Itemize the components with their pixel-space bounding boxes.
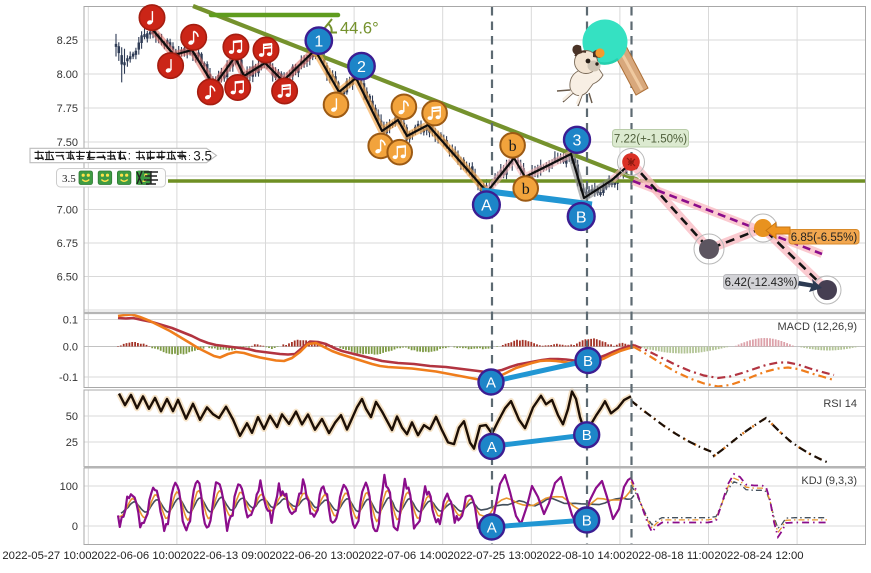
svg-text:7.22(+-1.50%): 7.22(+-1.50%): [614, 134, 687, 146]
svg-text:B: B: [582, 512, 592, 529]
svg-text:6.42(-12.43%): 6.42(-12.43%): [725, 277, 798, 289]
svg-text::: :: [128, 151, 131, 163]
svg-text:b: b: [522, 181, 530, 198]
svg-text:6.85(-6.55%): 6.85(-6.55%): [791, 232, 858, 244]
svg-text:0.1: 0.1: [63, 315, 78, 327]
svg-text:7.50: 7.50: [57, 137, 78, 149]
svg-text:44.6°: 44.6°: [340, 20, 379, 38]
svg-text:2022-07-25 13:00: 2022-07-25 13:00: [447, 550, 536, 562]
svg-text:2022-08-10 14:00: 2022-08-10 14:00: [536, 550, 625, 562]
svg-text:8.25: 8.25: [57, 35, 78, 47]
svg-text:8.00: 8.00: [57, 69, 78, 81]
svg-text:2022-06-06 10:00: 2022-06-06 10:00: [91, 550, 180, 562]
svg-text:0: 0: [72, 521, 78, 533]
svg-text:B: B: [583, 353, 593, 370]
svg-text:A: A: [481, 198, 492, 215]
svg-text:2022-06-20 13:00: 2022-06-20 13:00: [269, 550, 358, 562]
svg-text:2022-08-24 12:00: 2022-08-24 12:00: [714, 550, 803, 562]
svg-text:100: 100: [60, 481, 78, 493]
svg-text:2022-06-13 09:00: 2022-06-13 09:00: [180, 550, 269, 562]
svg-text:7.00: 7.00: [57, 205, 78, 217]
svg-text:B: B: [576, 209, 587, 226]
svg-text:7.75: 7.75: [57, 103, 78, 115]
svg-text:6.75: 6.75: [57, 238, 78, 250]
svg-text:B: B: [582, 427, 592, 444]
svg-text:RSI 14: RSI 14: [823, 398, 857, 410]
svg-text:1: 1: [314, 33, 323, 50]
svg-text:KDJ (9,3,3): KDJ (9,3,3): [801, 475, 857, 487]
svg-text:b: b: [509, 138, 517, 155]
svg-text:50: 50: [66, 411, 78, 423]
svg-text:3.5: 3.5: [193, 148, 212, 163]
svg-text:2: 2: [357, 59, 366, 76]
svg-text:25: 25: [66, 437, 78, 449]
svg-text:2022-08-18 11:00: 2022-08-18 11:00: [626, 550, 714, 562]
svg-text:0.0: 0.0: [63, 342, 78, 354]
svg-text::: :: [188, 152, 191, 162]
svg-text:A: A: [486, 374, 496, 391]
svg-text:2022-07-06 14:00: 2022-07-06 14:00: [358, 550, 447, 562]
svg-text:A: A: [487, 519, 497, 536]
svg-text:6.50: 6.50: [57, 272, 78, 284]
svg-text:A: A: [487, 439, 497, 456]
svg-text:3.5: 3.5: [62, 173, 76, 185]
svg-text:3: 3: [573, 133, 582, 150]
svg-text:-0.1: -0.1: [59, 372, 78, 384]
svg-text:MACD (12,26,9): MACD (12,26,9): [778, 321, 857, 333]
svg-text:2022-05-27 10:00: 2022-05-27 10:00: [2, 550, 91, 562]
